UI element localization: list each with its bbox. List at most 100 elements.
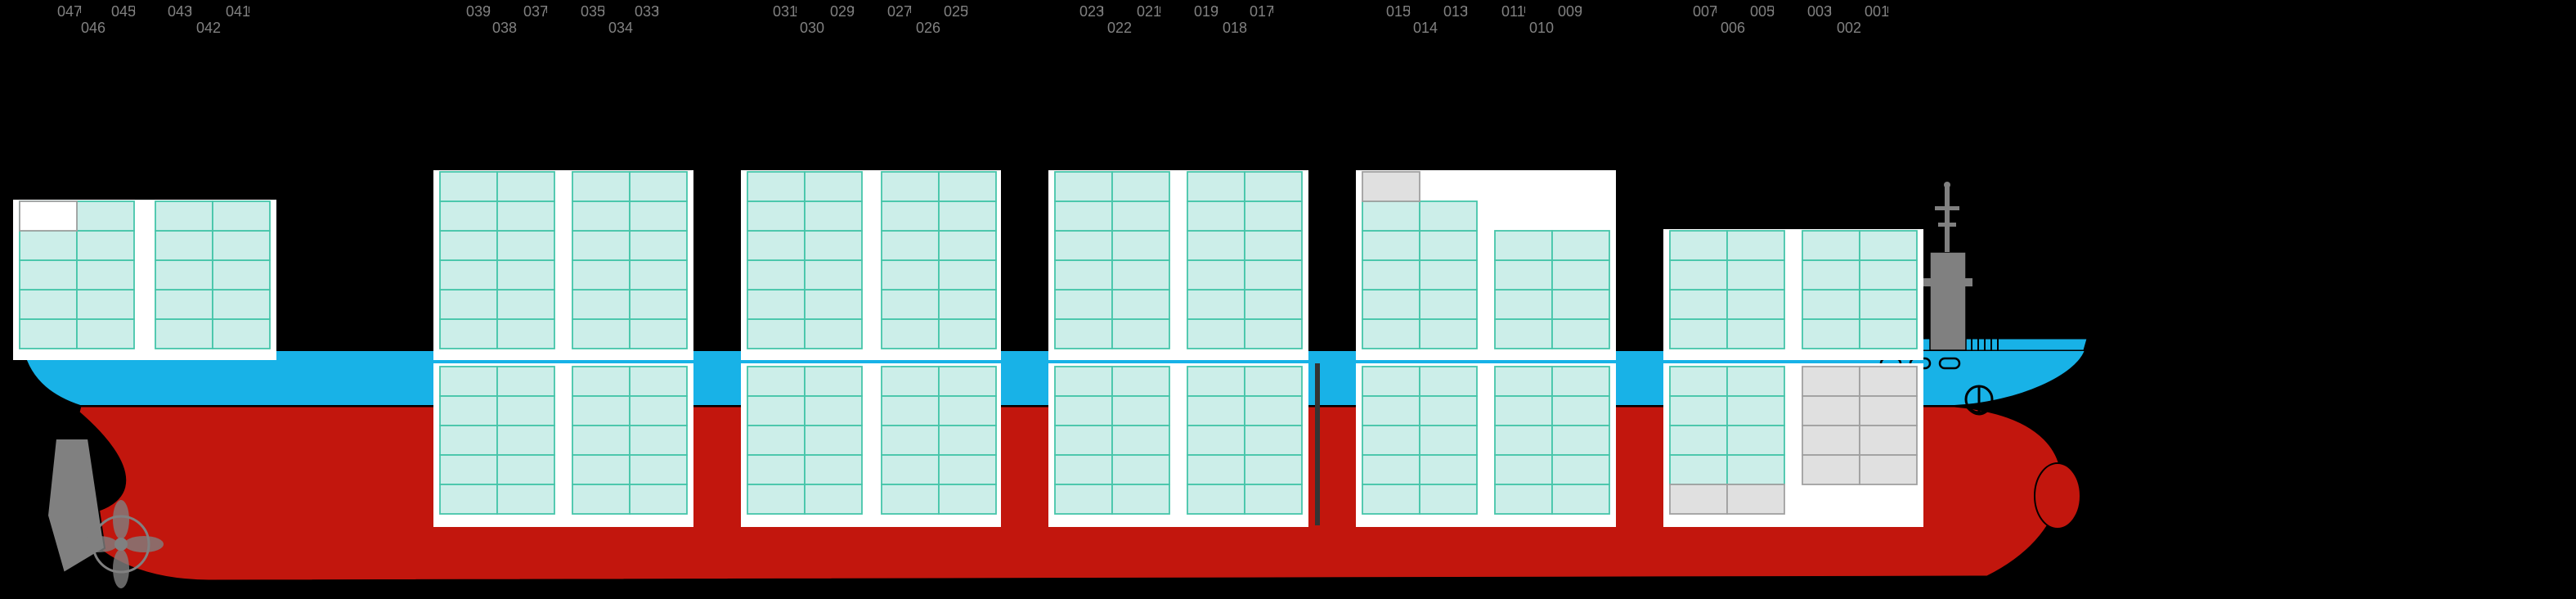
container-cell [497, 396, 554, 426]
container-ship-diagram: 0470450430410390370350330310290270250230… [0, 0, 2576, 599]
container-cell [747, 319, 805, 349]
container-cell [805, 201, 862, 231]
container-cell [882, 172, 939, 201]
bay-label-upper: 019 [1194, 3, 1218, 20]
container-cell [572, 484, 630, 514]
container-cell [805, 426, 862, 455]
bay-label-upper: 013 [1443, 3, 1468, 20]
container-cell [77, 201, 134, 231]
container-cell [440, 290, 497, 319]
bay-label-upper: 007 [1693, 3, 1717, 20]
container-cell [213, 201, 270, 231]
container-cell [572, 455, 630, 484]
container-cell [1727, 231, 1784, 260]
container-cell [572, 290, 630, 319]
container-cell [805, 484, 862, 514]
container-cell [497, 231, 554, 260]
container-cell [440, 455, 497, 484]
container-cell [1112, 290, 1169, 319]
container-cell [1362, 455, 1420, 484]
container-cell [1495, 396, 1552, 426]
container-cell [882, 201, 939, 231]
bay-label-upper: 015 [1386, 3, 1411, 20]
container-cell [1055, 426, 1112, 455]
container-cell [155, 319, 213, 349]
container-cell [805, 172, 862, 201]
container-cell [1187, 201, 1245, 231]
container-cell [1802, 426, 1860, 455]
bay-label-upper: 027 [887, 3, 912, 20]
container-cell [1552, 260, 1609, 290]
container-cell [747, 231, 805, 260]
container-cell [1055, 484, 1112, 514]
container-cell [1670, 426, 1727, 455]
container-cell [1112, 367, 1169, 396]
container-cell [572, 367, 630, 396]
bay-label-upper: 043 [168, 3, 192, 20]
container-cell [1420, 231, 1477, 260]
container-cell [155, 260, 213, 290]
container-cell [440, 426, 497, 455]
container-cell [1055, 455, 1112, 484]
container-cell [747, 172, 805, 201]
container-cell [1055, 319, 1112, 349]
container-cell [497, 426, 554, 455]
bay-label-upper: 011 [1501, 3, 1525, 20]
container-cell [1245, 201, 1302, 231]
container-cell [497, 290, 554, 319]
container-cell [939, 319, 996, 349]
bay-label-lower: 038 [492, 20, 517, 36]
container-cell [882, 367, 939, 396]
container-cell [77, 260, 134, 290]
bay-label-lower: 042 [196, 20, 221, 36]
container-cell [497, 484, 554, 514]
container-cell [630, 231, 687, 260]
container-cell [630, 367, 687, 396]
container-cell [572, 319, 630, 349]
container-cell [213, 231, 270, 260]
container-cell [155, 290, 213, 319]
bay-label-upper: 017 [1250, 3, 1274, 20]
container-cell [1187, 319, 1245, 349]
container-cell [747, 290, 805, 319]
container-cell [1802, 455, 1860, 484]
container-cell [572, 426, 630, 455]
container-cell [497, 367, 554, 396]
bulbous-bow [2035, 463, 2080, 529]
container-cell [1187, 260, 1245, 290]
container-cell [1362, 201, 1420, 231]
container-cell [572, 260, 630, 290]
container-cell [20, 319, 77, 349]
container-cell [1495, 455, 1552, 484]
container-cell [1362, 260, 1420, 290]
container-cell [939, 201, 996, 231]
container-cell [1495, 260, 1552, 290]
container-cell [882, 455, 939, 484]
container-cell [1495, 319, 1552, 349]
container-cell [1727, 396, 1784, 426]
bridge-mast [1923, 182, 1999, 350]
container-cell [1055, 172, 1112, 201]
container-cell [213, 260, 270, 290]
container-cell [497, 260, 554, 290]
container-cell [1112, 455, 1169, 484]
container-cell [1860, 290, 1917, 319]
container-cell [630, 290, 687, 319]
container-cell [939, 172, 996, 201]
bay-label-upper: 005 [1750, 3, 1775, 20]
container-cell [1552, 290, 1609, 319]
container-cell [572, 172, 630, 201]
container-cell [882, 319, 939, 349]
container-cell [1112, 319, 1169, 349]
bay-label-upper: 029 [830, 3, 855, 20]
container-cell [939, 231, 996, 260]
container-cell [1727, 426, 1784, 455]
container-cell [1670, 290, 1727, 319]
container-cell [20, 290, 77, 319]
bay-label-lower: 046 [81, 20, 105, 36]
container-cell [1727, 319, 1784, 349]
container-cell [1362, 484, 1420, 514]
container-cell [1495, 231, 1552, 260]
container-cell [440, 201, 497, 231]
bay-label-lower: 002 [1837, 20, 1861, 36]
